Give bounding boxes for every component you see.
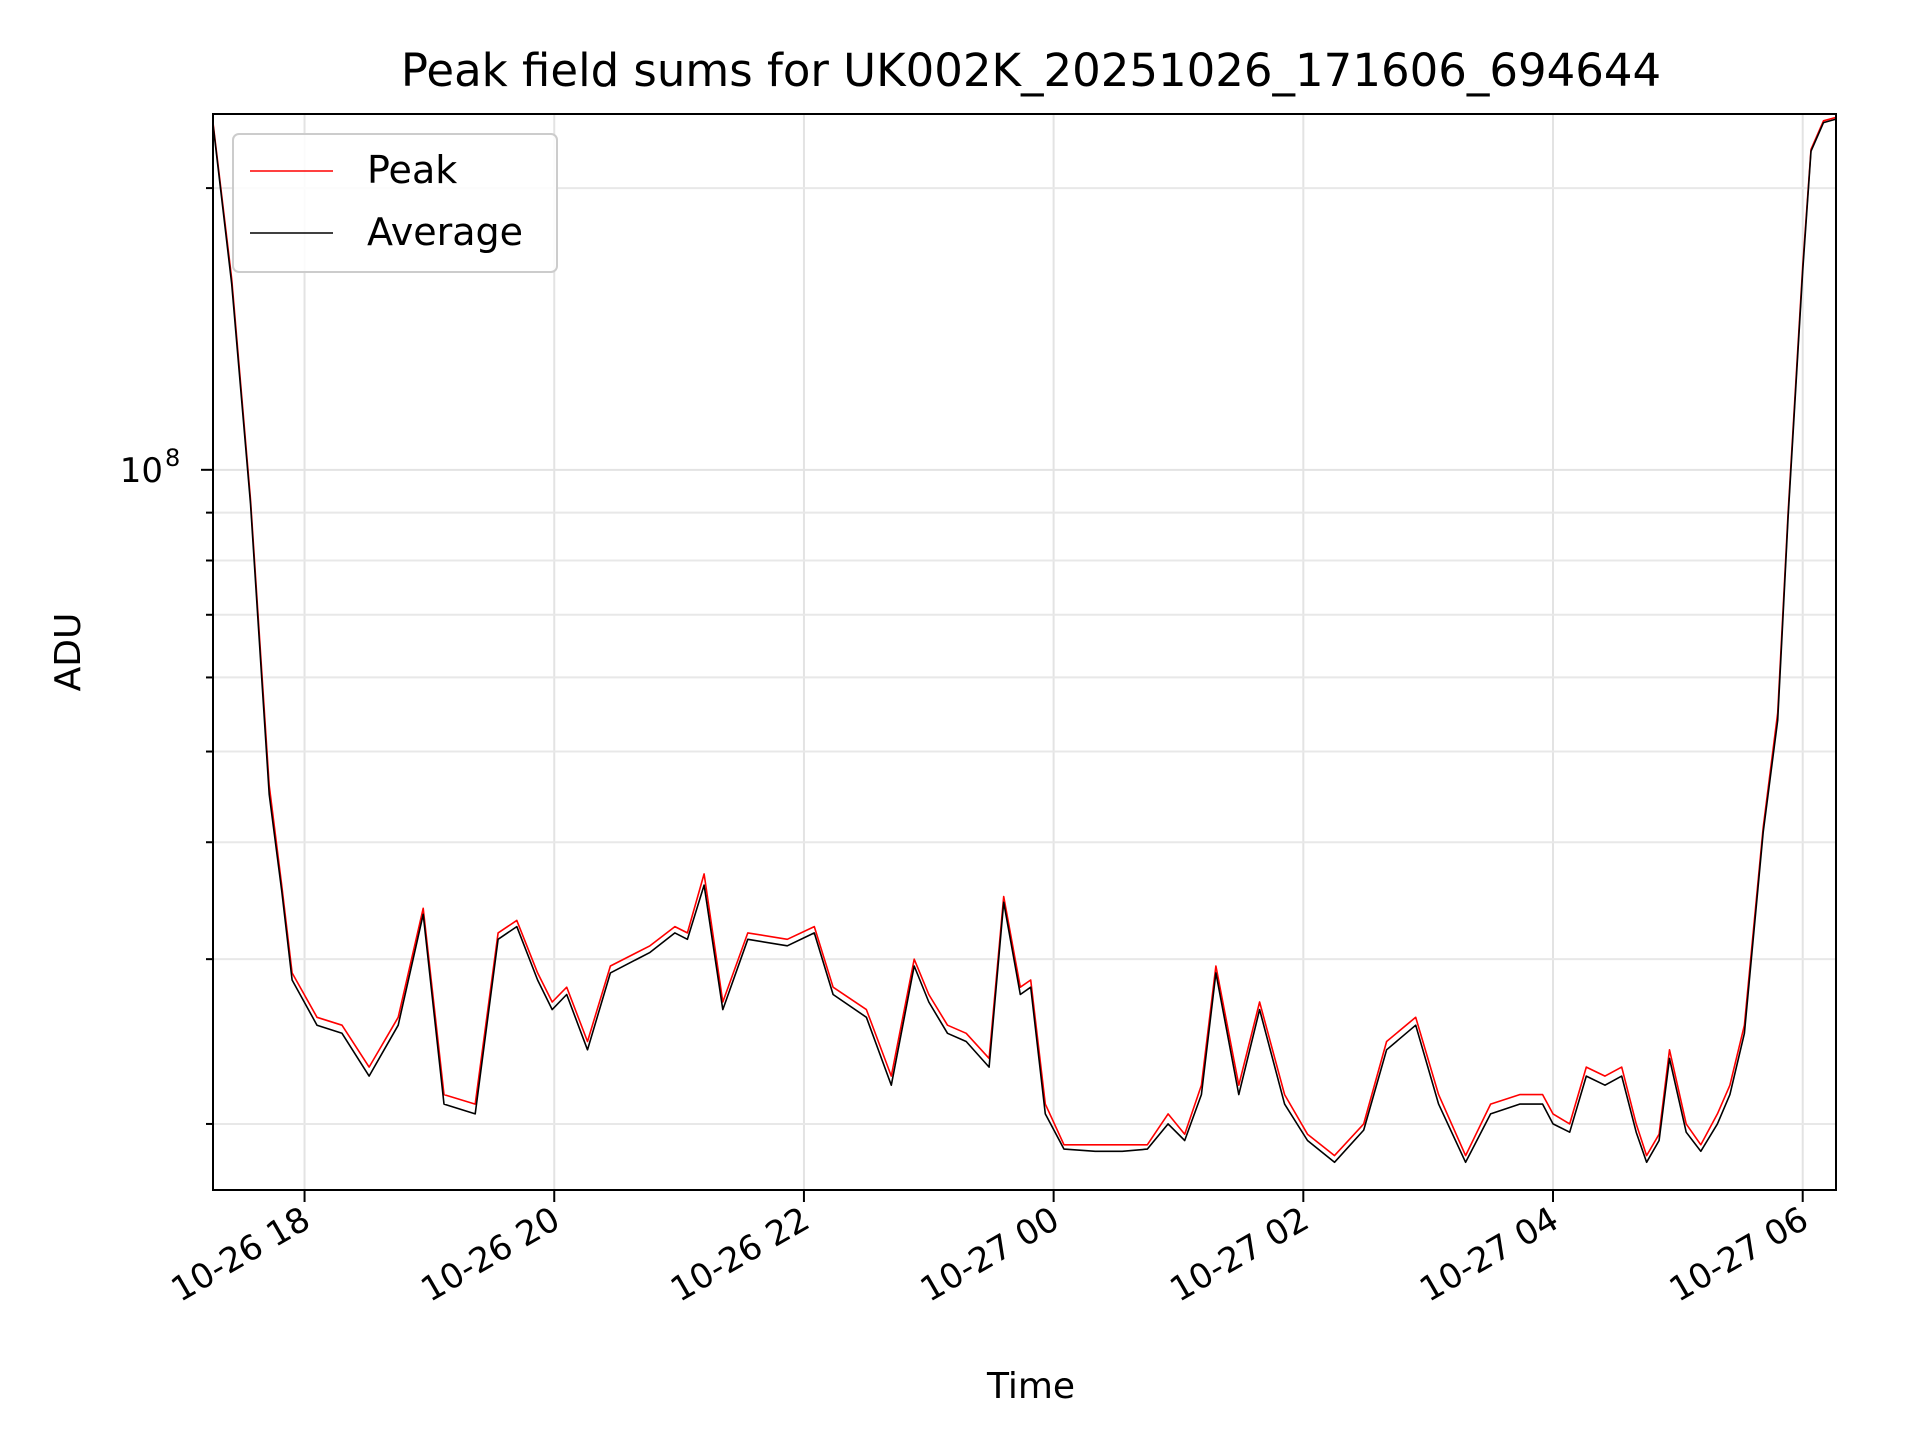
y-tick-base: 10	[120, 451, 163, 491]
x-axis-label: Time	[986, 1366, 1075, 1407]
legend-label-average: Average	[367, 210, 523, 254]
y-axis-label: ADU	[48, 613, 89, 692]
legend-box	[232, 133, 558, 273]
legend-label-peak: Peak	[367, 148, 457, 192]
grid	[213, 114, 1836, 1190]
y-tick-exponent: 8	[165, 444, 180, 472]
chart-title: Peak field sums for UK002K_20251026_1716…	[401, 44, 1661, 97]
legend: Peak Average	[232, 133, 558, 273]
series-line-average	[212, 118, 1837, 1164]
series-lines	[212, 116, 1837, 1164]
y-tick-label: 10	[120, 451, 163, 491]
series-line-peak	[212, 116, 1837, 1157]
plot-frame	[212, 113, 1837, 1191]
